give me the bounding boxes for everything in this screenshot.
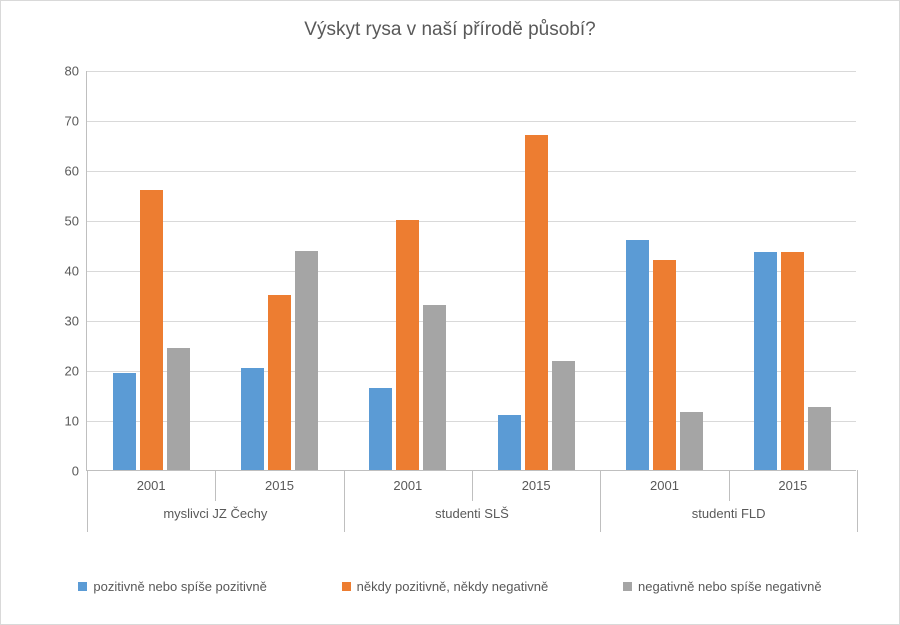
legend-swatch	[623, 582, 632, 591]
legend-item: pozitivně nebo spíše pozitivně	[78, 579, 266, 594]
y-tick-label: 20	[47, 364, 87, 379]
legend-label: negativně nebo spíše negativně	[638, 579, 822, 594]
bar	[808, 407, 831, 471]
subgroup-label: 2015	[472, 470, 600, 493]
legend-label: někdy pozitivně, někdy negativně	[357, 579, 549, 594]
legend-swatch	[342, 582, 351, 591]
legend: pozitivně nebo spíše pozitivně někdy pozi…	[1, 579, 899, 594]
gridline	[87, 171, 856, 172]
gridline	[87, 421, 856, 422]
y-tick-label: 10	[47, 414, 87, 429]
bar	[552, 361, 575, 470]
y-tick-label: 50	[47, 214, 87, 229]
gridline	[87, 121, 856, 122]
legend-item: někdy pozitivně, někdy negativně	[342, 579, 549, 594]
subgroup-label: 2001	[344, 470, 472, 493]
legend-swatch	[78, 582, 87, 591]
bar	[396, 220, 419, 470]
legend-item: negativně nebo spíše negativně	[623, 579, 822, 594]
y-tick-label: 80	[47, 64, 87, 79]
bar	[680, 412, 703, 471]
axis-end-divider	[857, 470, 858, 532]
plot-area: 01020304050607080myslivci JZ Čechy200120…	[86, 71, 856, 471]
bar	[653, 260, 676, 470]
y-tick-label: 40	[47, 264, 87, 279]
gridline	[87, 221, 856, 222]
y-tick-label: 70	[47, 114, 87, 129]
gridline	[87, 371, 856, 372]
bar	[498, 415, 521, 470]
gridline	[87, 271, 856, 272]
bar	[781, 252, 804, 471]
legend-label: pozitivně nebo spíše pozitivně	[93, 579, 266, 594]
bar	[167, 348, 190, 471]
axis-end-divider	[87, 470, 88, 532]
bar	[754, 252, 777, 471]
subgroup-label: 2001	[600, 470, 728, 493]
gridline	[87, 321, 856, 322]
subgroup-label: 2015	[215, 470, 343, 493]
bar	[369, 388, 392, 471]
bar	[268, 295, 291, 470]
y-tick-label: 30	[47, 314, 87, 329]
bar	[113, 373, 136, 471]
gridline	[87, 71, 856, 72]
subgroup-label: 2001	[87, 470, 215, 493]
y-tick-label: 0	[47, 464, 87, 479]
bar	[241, 368, 264, 471]
chart-container: Výskyt rysa v naší přírodě působí? 01020…	[0, 0, 900, 625]
bar	[626, 240, 649, 470]
subgroup-label: 2015	[729, 470, 857, 493]
bar	[295, 251, 318, 470]
bar	[525, 135, 548, 470]
bar	[423, 305, 446, 470]
chart-title: Výskyt rysa v naší přírodě působí?	[1, 19, 899, 41]
y-tick-label: 60	[47, 164, 87, 179]
bar	[140, 190, 163, 470]
